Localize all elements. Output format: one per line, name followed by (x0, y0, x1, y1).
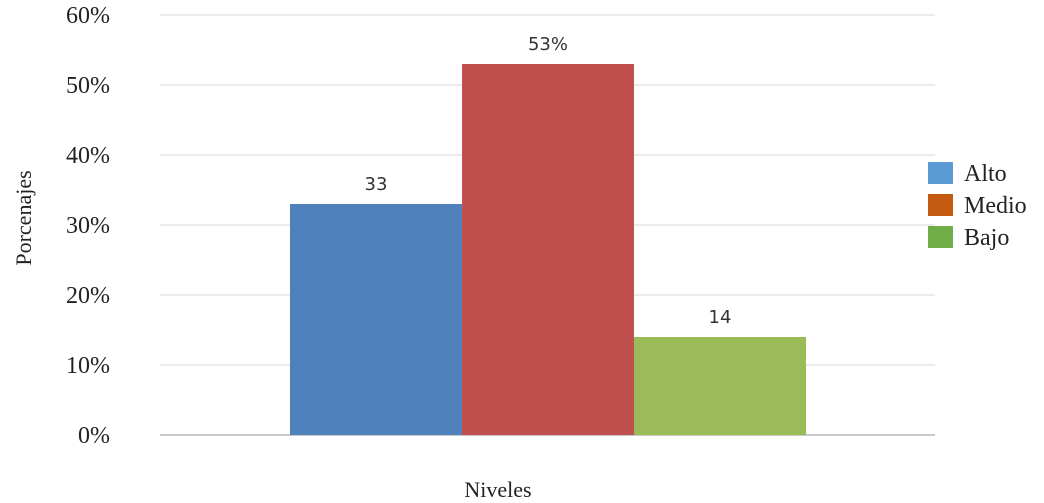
data-label-medio: 53% (528, 34, 568, 55)
legend-label-alto: Alto (964, 161, 1007, 187)
x-axis-title: Niveles (464, 477, 531, 502)
legend-label-bajo: Bajo (964, 225, 1009, 251)
data-labels: 33 53% 14 (365, 34, 732, 328)
legend-swatch-bajo (928, 226, 953, 248)
y-axis-ticks: 0% 10% 20% 30% 40% 50% 60% (66, 3, 110, 449)
legend-swatch-alto (928, 162, 953, 184)
y-tick-label: 60% (66, 3, 110, 29)
y-tick-label: 30% (66, 213, 110, 239)
y-tick-label: 10% (66, 353, 110, 379)
y-axis-title: Porcenajes (11, 170, 36, 265)
bar-bajo (634, 337, 806, 435)
bars (290, 64, 806, 435)
data-label-bajo: 14 (709, 307, 732, 328)
bar-alto (290, 204, 462, 435)
y-tick-label: 40% (66, 143, 110, 169)
axes: Porcenajes Niveles (11, 170, 532, 502)
y-tick-label: 20% (66, 283, 110, 309)
legend: Alto Medio Bajo (928, 161, 1027, 251)
data-label-alto: 33 (365, 174, 388, 195)
y-tick-label: 0% (78, 423, 110, 449)
legend-label-medio: Medio (964, 193, 1027, 219)
bar-medio (462, 64, 634, 435)
legend-swatch-medio (928, 194, 953, 216)
y-tick-label: 50% (66, 73, 110, 99)
